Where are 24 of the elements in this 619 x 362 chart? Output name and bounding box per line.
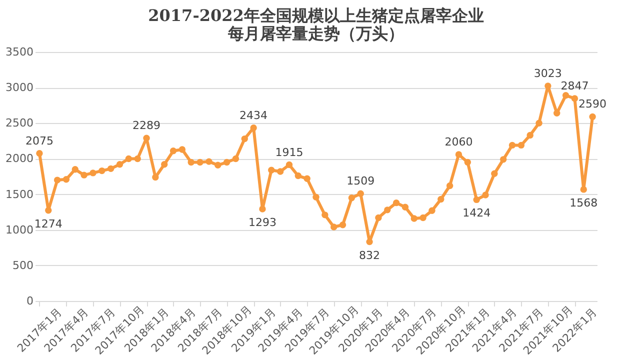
data-label: 2060: [444, 135, 473, 148]
data-label: 1424: [462, 206, 491, 220]
data-label: 2075: [25, 134, 54, 148]
y-tick-label: 3000: [6, 81, 34, 94]
y-tick-label: 2000: [6, 152, 34, 166]
data-label: 2590: [578, 98, 607, 111]
data-label: 3023: [534, 66, 562, 80]
y-tick-label: 500: [12, 258, 34, 272]
y-tick-label: 2500: [6, 116, 34, 130]
data-label: 2847: [560, 79, 589, 92]
text: 每月屠宰量走势（万头）: [228, 24, 404, 43]
text: 2017-2022年全国规模以上生猪定点屠宰企业: [148, 6, 484, 25]
y-tick-label: 1500: [6, 188, 34, 201]
data-label: 1293: [248, 216, 276, 230]
data-label: 2434: [240, 108, 268, 122]
data-label: 2289: [132, 119, 161, 132]
y-tick-label: 1000: [6, 223, 34, 236]
data-label: 1274: [34, 217, 62, 230]
data-label: 1568: [570, 196, 598, 210]
data-label: 1915: [275, 146, 304, 159]
data-label: 1509: [346, 174, 375, 188]
y-tick-label: 3500: [6, 46, 34, 58]
y-tick-label: 0: [26, 294, 34, 308]
data-label: 832: [359, 248, 380, 262]
